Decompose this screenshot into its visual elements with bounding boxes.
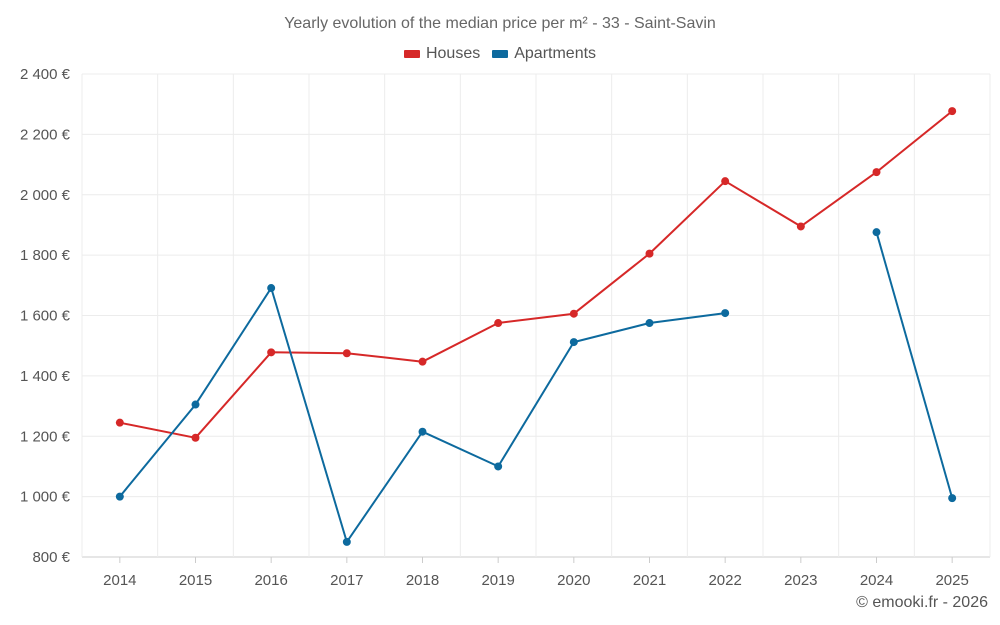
y-tick-label: 1 000 € (20, 489, 71, 506)
chart-title: Yearly evolution of the median price per… (284, 15, 716, 32)
data-point-houses (569, 309, 578, 318)
legend-item-houses[interactable]: Houses (403, 45, 481, 63)
data-point-houses (342, 349, 351, 358)
x-tick-label: 2021 (633, 572, 666, 589)
data-point-houses (494, 319, 503, 328)
data-point-houses (796, 222, 805, 231)
data-point-apartments (645, 319, 654, 328)
x-tick-label: 2023 (784, 572, 817, 589)
x-tick-label: 2016 (254, 572, 287, 589)
series-line-apartments (119, 287, 726, 543)
y-tick-label: 800 € (32, 549, 70, 566)
data-point-apartments (267, 284, 276, 293)
x-tick-label: 2018 (406, 572, 439, 589)
data-point-houses (115, 418, 124, 427)
legend-item-apartments[interactable]: Apartments (492, 45, 596, 63)
data-point-apartments (494, 462, 503, 471)
y-tick-label: 2 000 € (20, 187, 71, 204)
x-tick-label: 2017 (330, 572, 363, 589)
y-tick-label: 2 400 € (20, 66, 71, 83)
y-tick-label: 2 200 € (20, 126, 71, 143)
data-point-houses (267, 348, 276, 357)
data-point-houses (191, 433, 200, 442)
x-tick-label: 2019 (481, 572, 514, 589)
data-point-apartments (569, 338, 578, 347)
data-point-apartments (948, 494, 957, 503)
data-point-houses (721, 177, 730, 186)
data-point-apartments (418, 427, 427, 436)
data-point-houses (948, 107, 957, 116)
y-tick-label: 1 200 € (20, 428, 71, 445)
series-line-houses (119, 110, 953, 439)
data-point-apartments (872, 228, 881, 237)
series-line-apartments (875, 231, 954, 499)
data-point-houses (645, 249, 654, 258)
x-tick-label: 2015 (179, 572, 212, 589)
y-tick-label: 1 800 € (20, 247, 71, 264)
x-tick-label: 2024 (860, 572, 893, 589)
x-tick-label: 2025 (935, 572, 968, 589)
y-tick-label: 1 600 € (20, 308, 71, 325)
x-tick-label: 2020 (557, 572, 590, 589)
copyright-credit: © emooki.fr - 2026 (856, 594, 988, 611)
data-point-apartments (342, 537, 351, 546)
data-point-houses (872, 168, 881, 177)
data-point-houses (418, 357, 427, 366)
x-tick-label: 2014 (103, 572, 136, 589)
data-point-apartments (115, 492, 124, 501)
x-tick-label: 2022 (708, 572, 741, 589)
legend-swatch-apartments (492, 50, 509, 58)
legend-label-apartments: Apartments (514, 45, 597, 62)
legend-label-houses: Houses (425, 45, 481, 62)
data-point-apartments (721, 309, 730, 318)
legend: Houses Apartments (0, 45, 1000, 63)
legend-swatch-houses (403, 50, 420, 58)
y-tick-label: 1 400 € (20, 368, 71, 385)
data-point-apartments (191, 400, 200, 409)
